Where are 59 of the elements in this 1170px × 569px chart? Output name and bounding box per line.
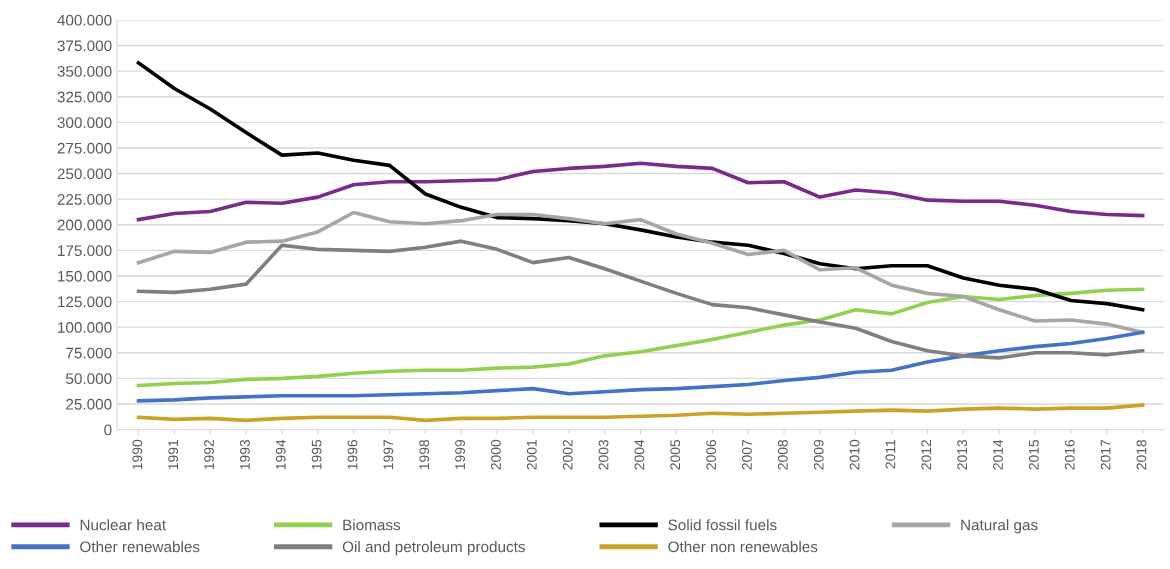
line-series <box>136 330 1145 403</box>
x-tick-label: 2006 <box>706 439 717 470</box>
x-tick-label: 2009 <box>813 439 824 470</box>
y-tick-label: 250.000 <box>57 168 112 180</box>
line-series <box>136 210 1145 335</box>
x-tick-label: 1994 <box>275 439 286 470</box>
y-tick-label: 125.000 <box>58 296 112 308</box>
x-tick-label: 2003 <box>598 439 609 470</box>
y-tick-label: 275.000 <box>57 142 112 154</box>
y-tick-label: 100.000 <box>58 322 112 333</box>
x-tick-label: 2005 <box>670 439 681 470</box>
x-tick-label: 2018 <box>1136 439 1147 470</box>
legend-label: Biomass <box>343 519 401 531</box>
x-tick-label: 1997 <box>383 440 394 470</box>
x-tick-label: 2014 <box>993 439 1003 470</box>
x-tick-label: 2016 <box>1064 439 1075 470</box>
x-tick-label: 1996 <box>347 439 358 470</box>
y-tick-label: 400.000 <box>57 14 112 26</box>
x-tick-label: 1992 <box>204 440 214 470</box>
y-tick-label: 375.000 <box>57 40 112 52</box>
x-tick-label: 1998 <box>419 439 430 470</box>
y-tick-label: 225.000 <box>57 194 112 205</box>
line-series <box>136 287 1145 388</box>
x-tick-label: 2007 <box>742 440 752 470</box>
x-tick-label: 2004 <box>634 439 645 470</box>
y-tick-label: 350.000 <box>57 65 112 77</box>
legend-label: Other renewables <box>80 541 200 553</box>
legend-label: Other non renewables <box>668 541 818 553</box>
legend-label: Natural gas <box>961 519 1038 534</box>
y-tick-label: 175.000 <box>58 245 112 257</box>
x-tick-label: 2011 <box>885 439 896 469</box>
line-series <box>136 161 1145 222</box>
y-tick-label: 75.000 <box>66 347 112 359</box>
line-series <box>136 403 1145 423</box>
y-tick-label: 0 <box>104 424 112 436</box>
x-tick-label: 1993 <box>239 439 250 470</box>
x-tick-label: 2010 <box>849 439 860 470</box>
x-tick-label: 2001 <box>526 439 537 470</box>
legend-label: Oil and petroleum products <box>342 541 525 556</box>
line-series <box>136 239 1145 360</box>
y-tick-label: 25.000 <box>66 398 112 410</box>
y-tick-label: 200.000 <box>57 219 112 231</box>
y-tick-label: 325.000 <box>57 91 112 103</box>
x-tick-label: 1995 <box>311 439 322 470</box>
y-tick-label: 150.000 <box>58 270 112 282</box>
legend-label: Nuclear heat <box>80 519 166 531</box>
x-tick-label: 2015 <box>1028 439 1039 470</box>
legend-label: Solid fossil fuels <box>668 519 777 531</box>
x-tick-label: 1999 <box>455 439 465 470</box>
x-tick-label: 2013 <box>957 439 968 470</box>
x-tick-label: 2002 <box>562 440 573 470</box>
x-tick-label: 2017 <box>1100 440 1111 470</box>
x-tick-label: 1991 <box>168 439 179 470</box>
x-tick-label: 2012 <box>921 440 932 470</box>
x-tick-label: 1990 <box>132 439 143 470</box>
y-tick-label: 300.000 <box>57 117 112 129</box>
x-tick-label: 2000 <box>491 439 501 470</box>
y-tick-label: 50.000 <box>66 373 112 385</box>
x-tick-label: 2008 <box>777 439 788 470</box>
